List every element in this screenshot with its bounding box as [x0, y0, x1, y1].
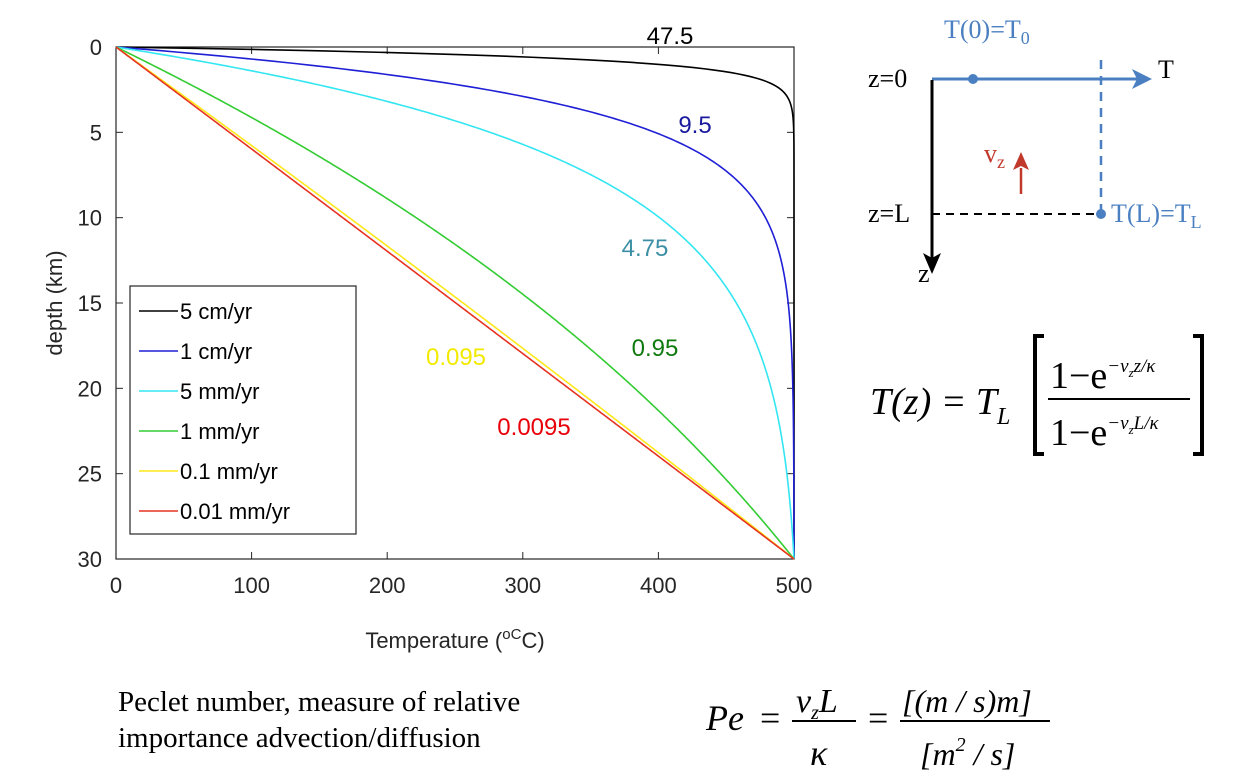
y-axis-label: depth (km) — [42, 250, 67, 355]
y-tick-label: 30 — [78, 547, 102, 572]
peclet-lhs: Pe — [705, 698, 744, 738]
boundary-diagram: T(0)=T0 z=0 T z z=L T(L)=TL vz — [868, 15, 1202, 288]
x-tick-label: 400 — [640, 573, 677, 598]
x-axis-label: Temperature (oCC) — [365, 626, 544, 653]
curve-label: 0.095 — [426, 344, 486, 371]
y-tick-label: 5 — [90, 120, 102, 145]
y-tick-label: 15 — [78, 291, 102, 316]
legend: 5 cm/yr 1 cm/yr 5 mm/yr 1 mm/yr 0.1 mm/yr 0.0… — [129, 285, 357, 535]
curve-0-1-mm-yr — [115, 46, 795, 560]
x-tick-label: 500 — [776, 573, 813, 598]
zL-label: z=L — [868, 199, 910, 228]
y-axis-ticks: 0 5 10 15 20 25 30 — [78, 35, 794, 572]
peclet-eq1: = — [760, 698, 780, 738]
caption: Peclet number, measure of relative impor… — [118, 684, 678, 756]
curve-label: 0.95 — [632, 335, 679, 362]
peclet-denominator: κ — [810, 733, 828, 773]
formula-left-bracket — [1033, 334, 1044, 456]
curve-label: 0.0095 — [497, 414, 570, 441]
curve-label: 47.5 — [647, 23, 694, 50]
legend-box — [129, 285, 357, 535]
peclet-units-denominator: [m2 / s] — [920, 734, 1015, 772]
legend-items: 5 cm/yr 1 cm/yr 5 mm/yr 1 mm/yr 0.1 mm/yr 0.0… — [139, 299, 290, 524]
curve-label: 4.75 — [622, 235, 669, 262]
caption-line-2: importance advection/diffusion — [118, 722, 481, 754]
curve-label: 9.5 — [678, 112, 711, 139]
curve-1-mm-yr — [115, 46, 795, 560]
peclet-eq2: = — [868, 698, 888, 738]
bottom-boundary-label: T(L)=TL — [1111, 199, 1202, 232]
x-tick-label: 100 — [233, 573, 270, 598]
legend-label: 1 cm/yr — [180, 339, 252, 364]
z0-label: z=0 — [868, 64, 907, 93]
formula-lhs: T(z) = TL — [870, 381, 1010, 430]
peclet-units-numerator: [(m / s)m] — [902, 683, 1032, 719]
x-tick-label: 0 — [110, 573, 122, 598]
formula-numerator: 1−e−vzz/κ — [1050, 355, 1156, 397]
temperature-axis-label: T — [1158, 55, 1174, 84]
formula-denominator: 1−e−vzL/κ — [1050, 412, 1159, 454]
x-tick-label: 200 — [369, 573, 406, 598]
velocity-arrowhead — [1013, 152, 1029, 170]
legend-label: 0.01 mm/yr — [180, 499, 290, 524]
curve-5-mm-yr — [115, 46, 795, 560]
curve-labels: 47.5 9.5 4.75 0.95 0.095 0.0095 — [426, 23, 712, 441]
bottom-boundary-point — [1096, 209, 1106, 219]
caption-line-1: Peclet number, measure of relative — [118, 686, 521, 718]
peclet-formula: Pe = vzL κ = [(m / s)m] [m2 / s] — [705, 683, 1050, 773]
formula-right-bracket — [1193, 334, 1204, 456]
temperature-depth-chart: 0 100 200 300 400 500 0 5 10 15 20 25 30 47.5 9.5 4.7… — [42, 23, 812, 653]
y-tick-label: 10 — [78, 206, 102, 231]
curves — [115, 46, 795, 560]
y-tick-label: 0 — [90, 35, 102, 60]
depth-axis-arrowhead — [923, 253, 941, 274]
temperature-formula: T(z) = TL 1−e−vzz/κ 1−e−vzL/κ — [870, 334, 1204, 456]
velocity-label: vz — [984, 139, 1005, 172]
legend-label: 0.1 mm/yr — [180, 459, 278, 484]
temperature-axis-arrowhead — [1132, 69, 1152, 89]
legend-label: 5 mm/yr — [180, 379, 259, 404]
y-tick-label: 20 — [78, 376, 102, 401]
legend-label: 1 mm/yr — [180, 419, 259, 444]
x-axis-ticks: 0 100 200 300 400 500 — [110, 47, 812, 598]
peclet-numerator: vzL — [796, 683, 838, 724]
x-tick-label: 300 — [504, 573, 541, 598]
x-axis-unit: oC — [502, 626, 521, 643]
curve-1-cm-yr — [115, 46, 795, 559]
legend-label: 5 cm/yr — [180, 299, 252, 324]
top-boundary-point — [968, 74, 978, 84]
top-boundary-label: T(0)=T0 — [944, 15, 1030, 48]
depth-axis-label: z — [918, 259, 930, 288]
curve-0-01-mm-yr — [115, 46, 795, 560]
y-tick-label: 25 — [78, 462, 102, 487]
